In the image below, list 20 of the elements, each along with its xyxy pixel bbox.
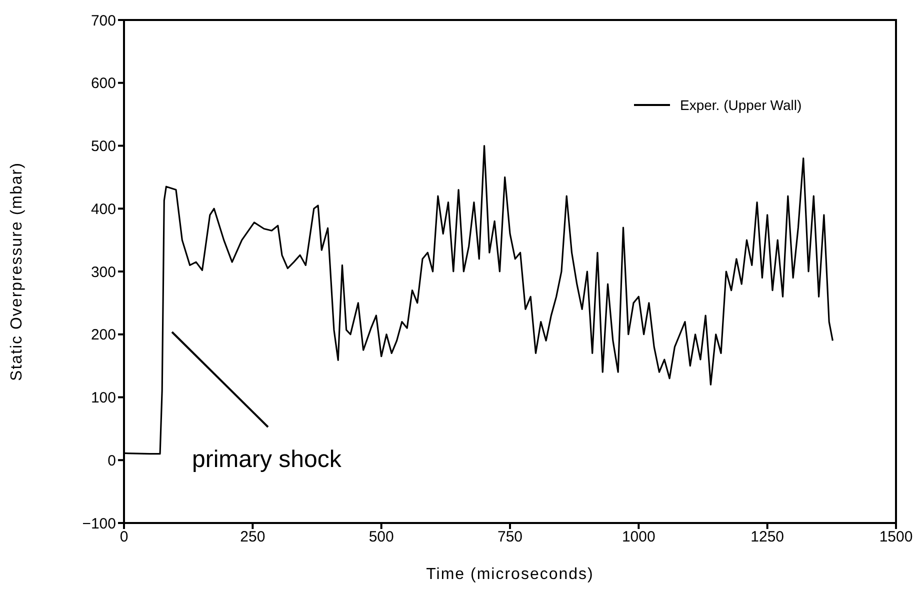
y-tick-label: 100 xyxy=(90,390,116,407)
y-tick-label: 700 xyxy=(90,12,116,30)
x-tick-label: 500 xyxy=(368,528,394,546)
x-axis-title: Time (microseconds) xyxy=(426,566,594,583)
y-tick-label: −100 xyxy=(82,515,116,532)
legend-label: Exper. (Upper Wall) xyxy=(680,97,802,113)
x-tick-label: 250 xyxy=(240,528,266,546)
y-tick-label: 0 xyxy=(108,452,116,470)
x-tick-label: 1000 xyxy=(622,528,656,546)
y-tick-label: 200 xyxy=(90,326,116,344)
y-axis-title: Static Overpressure (mbar) xyxy=(8,162,26,381)
y-tick-label: 300 xyxy=(90,264,116,281)
x-tick-label: 0 xyxy=(120,528,128,546)
y-tick-label: 500 xyxy=(90,138,116,156)
y-tick-label: 400 xyxy=(90,200,116,218)
x-tick-label: 1250 xyxy=(750,528,784,546)
x-tick-label: 1500 xyxy=(879,528,913,546)
y-tick-label: 600 xyxy=(90,75,116,92)
x-tick-label: 750 xyxy=(497,528,523,546)
annotation: primary shock xyxy=(192,446,342,473)
